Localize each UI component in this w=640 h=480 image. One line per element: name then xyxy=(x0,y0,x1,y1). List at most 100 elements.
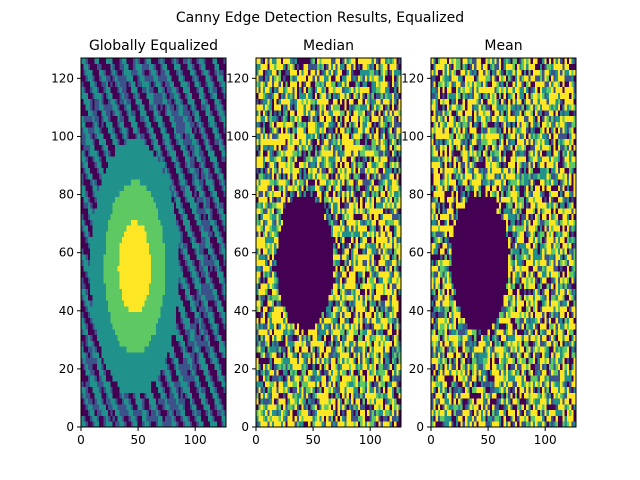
heatmap-cell xyxy=(96,323,100,330)
heatmap-cell xyxy=(155,328,159,336)
heatmap-cell xyxy=(276,352,280,359)
heatmap-cell xyxy=(189,173,193,180)
heatmap-cell xyxy=(96,190,100,197)
heatmap-cell xyxy=(90,300,93,307)
heatmap-cell xyxy=(216,357,220,364)
heatmap-cell xyxy=(162,311,166,318)
heatmap-cell xyxy=(151,190,154,197)
heatmap-cell xyxy=(155,340,159,347)
heatmap-cell xyxy=(198,86,202,93)
heatmap-cell xyxy=(105,236,109,243)
heatmap-cell xyxy=(212,375,216,382)
heatmap-cell xyxy=(176,415,179,422)
heatmap-cell xyxy=(158,392,161,399)
heatmap-cell xyxy=(164,81,168,88)
heatmap-cell xyxy=(81,150,84,157)
heatmap-cell xyxy=(101,294,105,301)
heatmap-cell xyxy=(258,81,261,88)
heatmap-cell xyxy=(258,265,261,272)
heatmap-cell xyxy=(148,421,152,428)
heatmap-cell xyxy=(212,236,216,243)
heatmap-cell xyxy=(169,63,173,70)
heatmap-cell xyxy=(124,156,127,163)
heatmap-cell xyxy=(223,409,227,416)
heatmap-cell xyxy=(276,63,280,70)
heatmap-cell xyxy=(182,403,186,411)
heatmap-cell xyxy=(92,144,95,151)
heatmap-cell xyxy=(114,369,118,376)
heatmap-cell xyxy=(148,340,152,347)
heatmap-cell xyxy=(94,421,98,428)
heatmap-cell xyxy=(196,409,200,416)
heatmap-cell xyxy=(274,363,277,370)
heatmap-cell xyxy=(180,58,184,65)
heatmap-cell xyxy=(280,369,284,376)
heatmap-cell xyxy=(144,132,148,140)
heatmap-cell xyxy=(114,127,118,134)
heatmap-cell xyxy=(176,144,179,151)
heatmap-cell xyxy=(171,265,175,272)
heatmap-cell xyxy=(262,409,266,416)
heatmap-cell xyxy=(276,69,280,76)
heatmap-cell xyxy=(219,104,222,111)
heatmap-cell xyxy=(137,63,141,70)
heatmap-cell xyxy=(187,254,191,261)
heatmap-cell xyxy=(269,386,273,393)
heatmap-cell xyxy=(146,386,150,393)
heatmap-cell xyxy=(205,63,209,70)
heatmap-cell xyxy=(108,248,111,255)
heatmap-cell xyxy=(117,104,120,111)
heatmap-cell xyxy=(274,398,277,405)
heatmap-cell xyxy=(133,207,136,215)
heatmap-cell xyxy=(216,184,220,192)
heatmap-cell xyxy=(99,386,102,393)
heatmap-cell xyxy=(135,369,139,376)
heatmap-cell xyxy=(267,196,270,203)
heatmap-cell xyxy=(133,144,136,151)
heatmap-cell xyxy=(205,109,209,117)
heatmap-cell xyxy=(167,259,170,266)
heatmap-cell xyxy=(271,300,275,307)
heatmap-cell xyxy=(126,403,129,411)
heatmap-cell xyxy=(119,138,123,145)
heatmap-cell xyxy=(167,219,170,226)
heatmap-cell xyxy=(223,98,227,105)
heatmap-cell xyxy=(223,184,227,192)
heatmap-cell xyxy=(178,369,182,376)
heatmap-cell xyxy=(205,277,209,284)
heatmap-cell xyxy=(160,219,163,226)
heatmap-cell xyxy=(171,271,175,278)
heatmap-cell xyxy=(267,86,270,93)
heatmap-cell xyxy=(171,421,175,428)
heatmap-cell xyxy=(90,121,93,128)
heatmap-cell xyxy=(219,173,222,180)
heatmap-cell xyxy=(214,202,218,209)
heatmap-cell xyxy=(216,81,220,88)
heatmap-cell xyxy=(189,421,193,428)
heatmap-cell xyxy=(256,98,259,105)
heatmap-cell xyxy=(90,346,93,353)
heatmap-cell xyxy=(114,202,118,209)
heatmap-cell xyxy=(192,386,195,393)
heatmap-cell xyxy=(96,311,100,318)
heatmap-cell xyxy=(101,392,105,399)
heatmap-cell xyxy=(258,161,261,168)
heatmap-cell xyxy=(210,346,213,353)
heatmap-cell xyxy=(265,265,268,272)
heatmap-cell xyxy=(256,357,259,364)
heatmap-cell xyxy=(105,225,109,232)
heatmap-cell xyxy=(276,219,280,226)
heatmap-cell xyxy=(214,219,218,226)
heatmap-cell xyxy=(223,317,227,324)
heatmap-cell xyxy=(219,132,222,140)
heatmap-cell xyxy=(219,230,222,238)
heatmap-cell xyxy=(119,346,123,353)
heatmap-cell xyxy=(182,271,186,278)
heatmap-cell xyxy=(114,415,118,422)
heatmap-cell xyxy=(207,63,211,70)
heatmap-cell xyxy=(105,161,109,168)
heatmap-cell xyxy=(182,196,186,203)
heatmap-cell xyxy=(137,196,141,203)
heatmap-cell xyxy=(146,63,150,70)
heatmap-cell xyxy=(169,179,173,186)
